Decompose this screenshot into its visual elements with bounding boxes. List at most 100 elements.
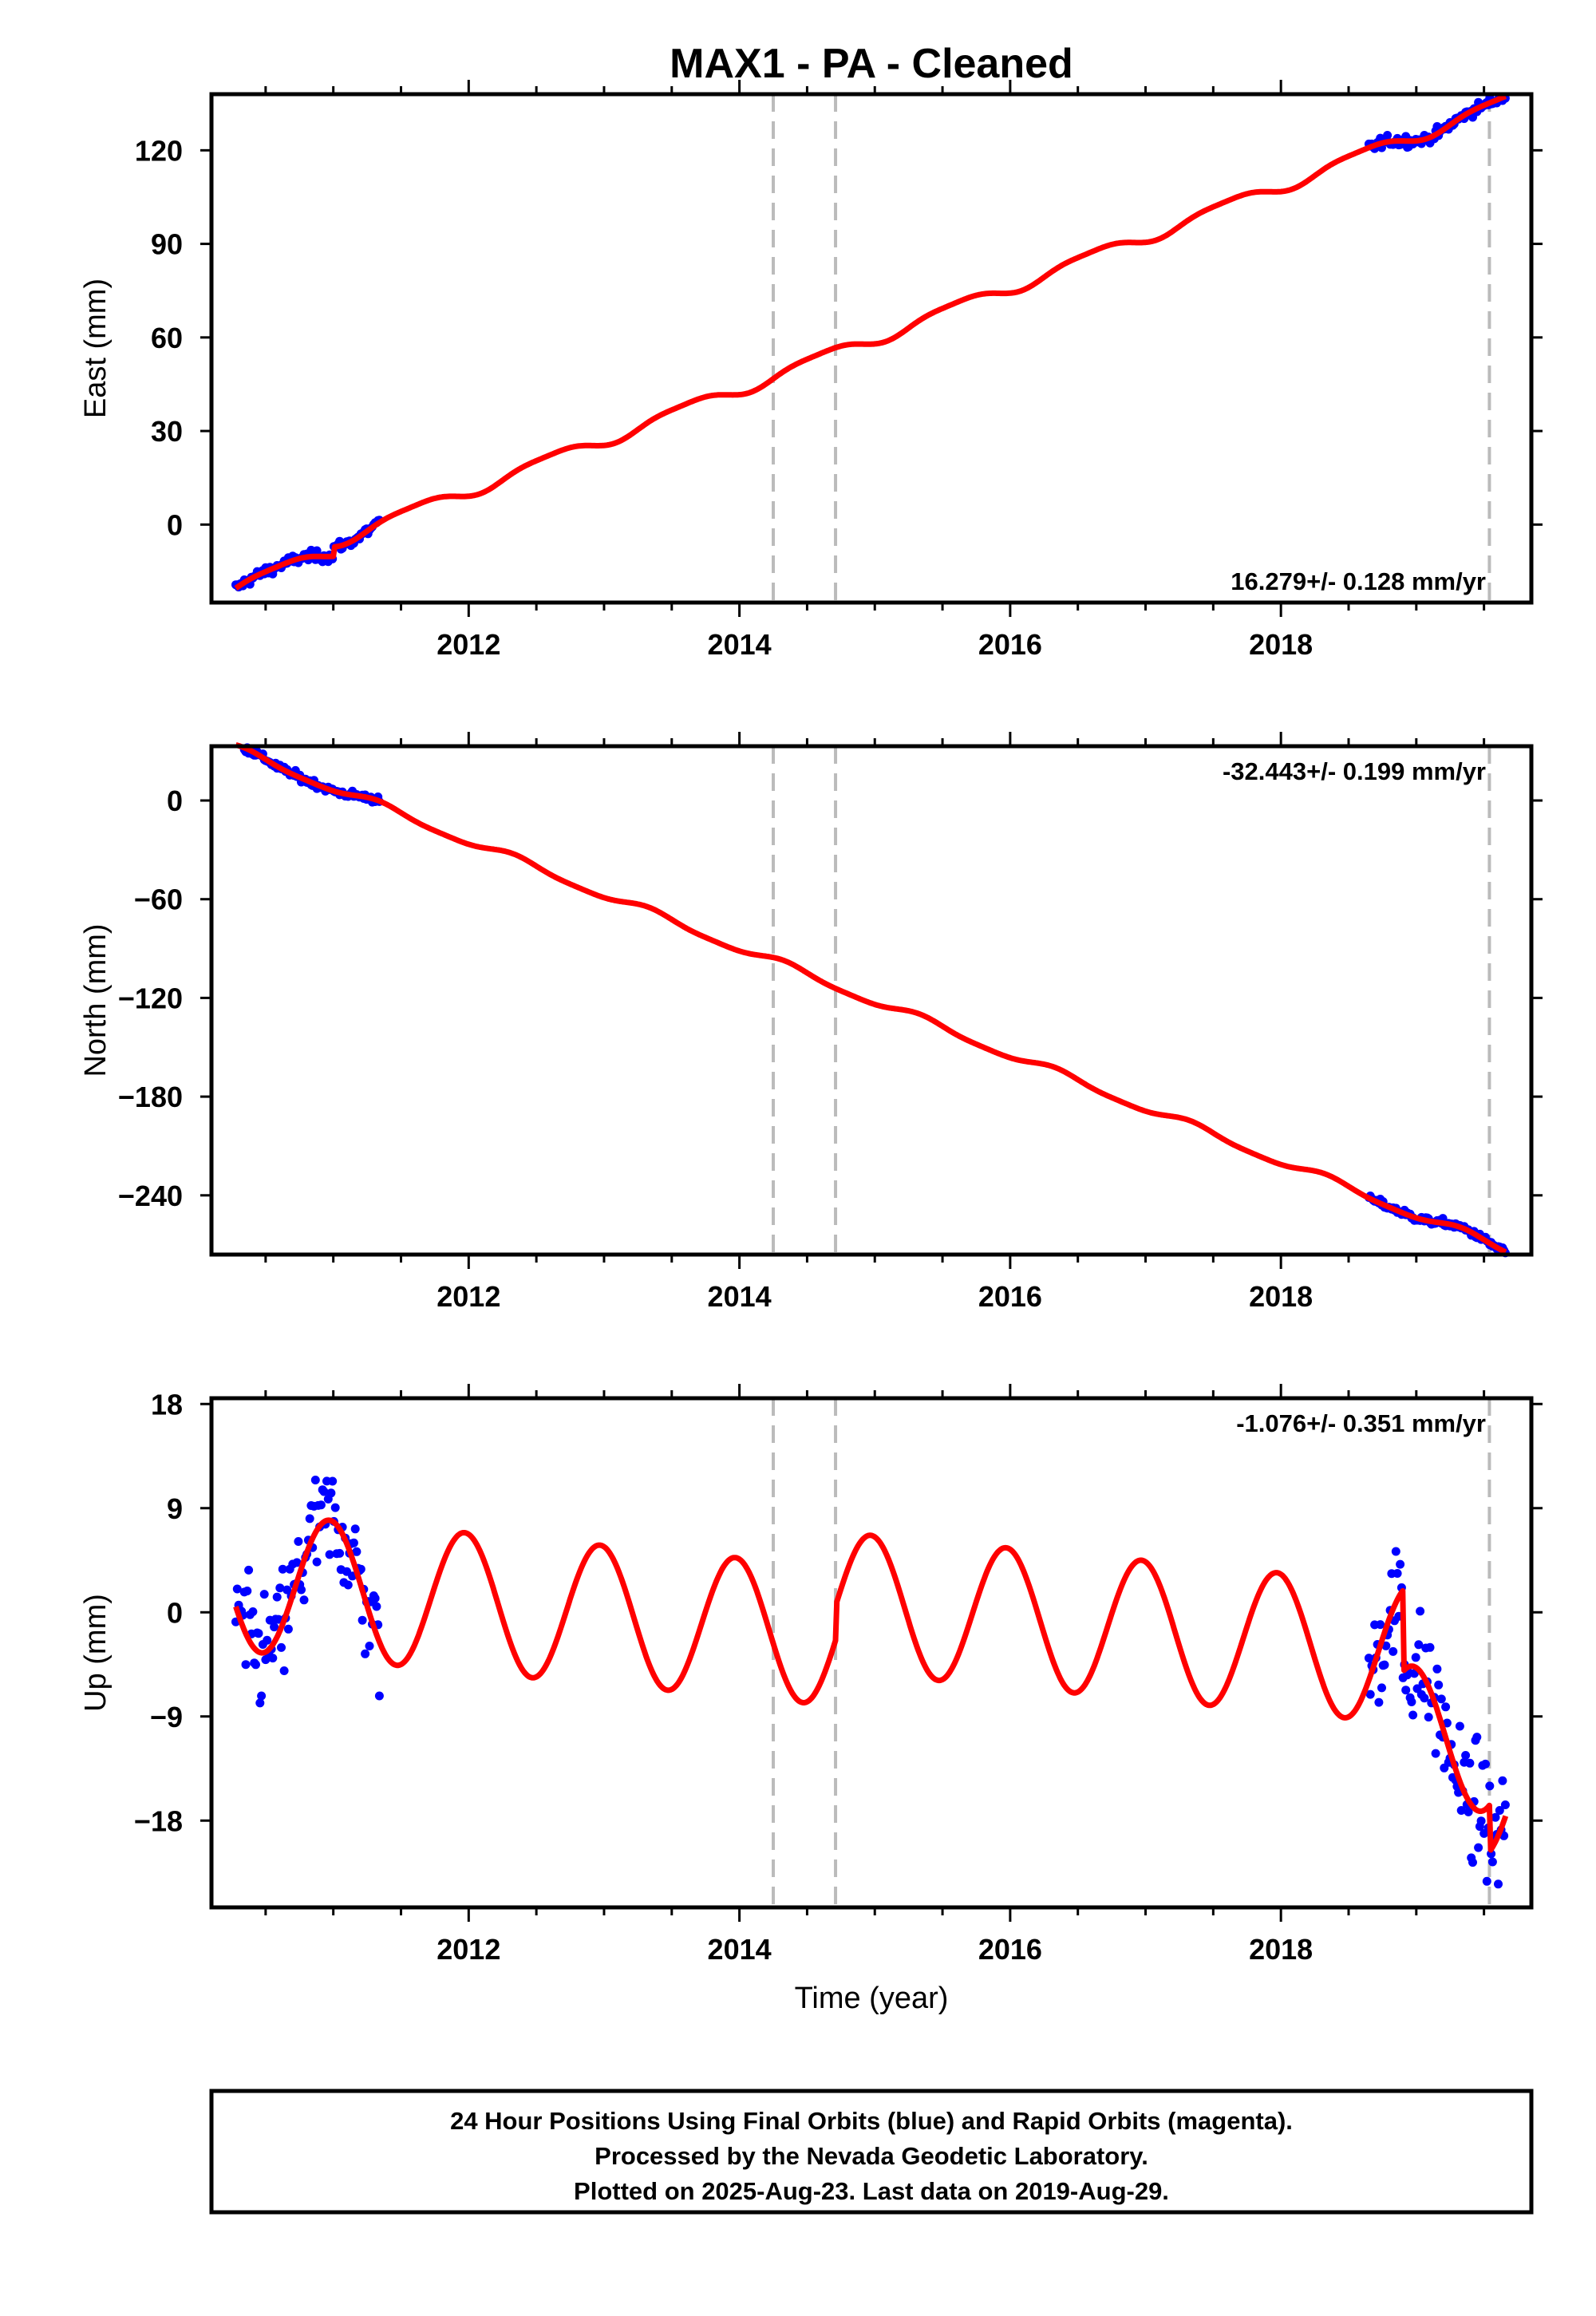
data-point [1414, 1640, 1424, 1650]
data-point [1396, 1559, 1405, 1569]
data-point [1441, 1702, 1451, 1712]
data-point [1408, 1710, 1418, 1720]
y-tick-label: 0 [167, 785, 183, 817]
footer-box [209, 2089, 1534, 2215]
data-point [1468, 1858, 1477, 1867]
x-tick-label: 2012 [437, 628, 500, 661]
data-point [1461, 1751, 1471, 1760]
data-point [251, 1660, 260, 1670]
data-point [297, 1585, 306, 1595]
data-point [1376, 1620, 1385, 1630]
data-point [1495, 1806, 1504, 1815]
y-axis-label-east: East (mm) [79, 279, 113, 418]
data-point [310, 1476, 320, 1484]
data-point [1474, 1843, 1483, 1852]
data-point [349, 1538, 358, 1547]
y-tick-label: 90 [151, 228, 183, 261]
data-point [1482, 1876, 1491, 1886]
data-point [268, 1654, 278, 1663]
data-point [244, 1565, 254, 1575]
data-point [243, 1587, 252, 1595]
data-point [1455, 1721, 1464, 1731]
data-point [248, 1607, 258, 1616]
data-point [263, 1635, 272, 1645]
data-point [254, 1629, 263, 1638]
y-tick-label: 60 [151, 322, 183, 354]
data-point [270, 1622, 279, 1632]
y-tick-label: 0 [167, 508, 183, 541]
plot-frame [209, 92, 1534, 605]
y-tick-label: −60 [134, 883, 183, 916]
data-point [330, 1503, 340, 1512]
data-point [1380, 1660, 1389, 1670]
model-line-east [234, 93, 1507, 591]
x-tick-label: 2012 [437, 1280, 500, 1313]
x-tick-label: 2014 [708, 1933, 772, 1966]
data-point [1434, 1680, 1444, 1690]
data-point [350, 1524, 360, 1534]
x-tick-label: 2018 [1249, 1280, 1313, 1313]
data-point [1407, 1697, 1416, 1706]
data-points-north [239, 743, 1510, 1258]
data-point [328, 1476, 338, 1486]
data-point [1494, 1879, 1503, 1889]
chart-title: MAX1 - PA - Cleaned [670, 41, 1073, 87]
x-tick-label: 2016 [978, 1933, 1042, 1966]
data-point [305, 1514, 314, 1524]
data-point [1411, 1653, 1420, 1662]
data-point [1374, 1697, 1384, 1707]
data-point [282, 1585, 292, 1595]
y-tick-label: 18 [151, 1388, 183, 1421]
footer-line-1: 24 Hour Positions Using Final Orbits (bl… [450, 2107, 1293, 2135]
y-tick-label: −240 [118, 1180, 183, 1212]
data-point [1424, 1713, 1433, 1722]
data-point [361, 1649, 370, 1658]
data-point [292, 1558, 302, 1567]
plot-frame [209, 744, 1534, 1257]
panel-north: 0 −60 −120 −180 −240 2012 2014 2016 2018 North (m… [79, 732, 1543, 1313]
data-point [255, 1698, 265, 1708]
x-axis-label: Time (year) [795, 1982, 949, 2015]
data-point [299, 1595, 309, 1605]
data-point [1465, 1758, 1475, 1768]
x-tick-label: 2014 [708, 628, 772, 661]
data-point [1456, 1806, 1466, 1815]
data-point [325, 1550, 334, 1559]
rate-label-east: 16.279+/- 0.128 mm/yr [1231, 567, 1486, 595]
y-tick-label: −180 [118, 1081, 183, 1113]
y-axis-label-north: North (mm) [79, 923, 113, 1077]
data-point [335, 1548, 345, 1558]
y-tick-label: −120 [118, 982, 183, 1014]
data-point [279, 1666, 289, 1675]
x-tick-label: 2012 [437, 1933, 500, 1966]
data-point [1500, 1800, 1510, 1809]
data-point [277, 1642, 286, 1652]
data-point [1420, 1694, 1429, 1703]
y-tick-label: 120 [135, 134, 183, 167]
data-point [1476, 1816, 1486, 1826]
data-point [1491, 1812, 1500, 1822]
data-point [278, 1564, 287, 1574]
data-point [1498, 1776, 1507, 1785]
data-point [1416, 1607, 1425, 1616]
panel-east: 0 30 60 90 120 2012 2014 2016 2018 East (mm) 16.27… [79, 80, 1543, 661]
data-point [1383, 131, 1393, 140]
data-point [358, 1615, 367, 1625]
data-point [259, 1590, 269, 1599]
data-point [1464, 1807, 1473, 1816]
data-point [1487, 1857, 1497, 1867]
data-point [372, 1602, 381, 1611]
data-point [1364, 1654, 1373, 1663]
data-point [283, 1624, 293, 1634]
data-point [343, 1580, 353, 1590]
data-point [1442, 1718, 1452, 1728]
footer-line-2: Processed by the Nevada Geodetic Laborat… [595, 2142, 1148, 2170]
data-point [374, 1691, 384, 1701]
x-tick-label: 2018 [1249, 1933, 1313, 1966]
data-point [1436, 1694, 1446, 1704]
data-point [1432, 1664, 1442, 1674]
y-tick-label: 9 [167, 1492, 183, 1525]
data-point [316, 1500, 326, 1510]
